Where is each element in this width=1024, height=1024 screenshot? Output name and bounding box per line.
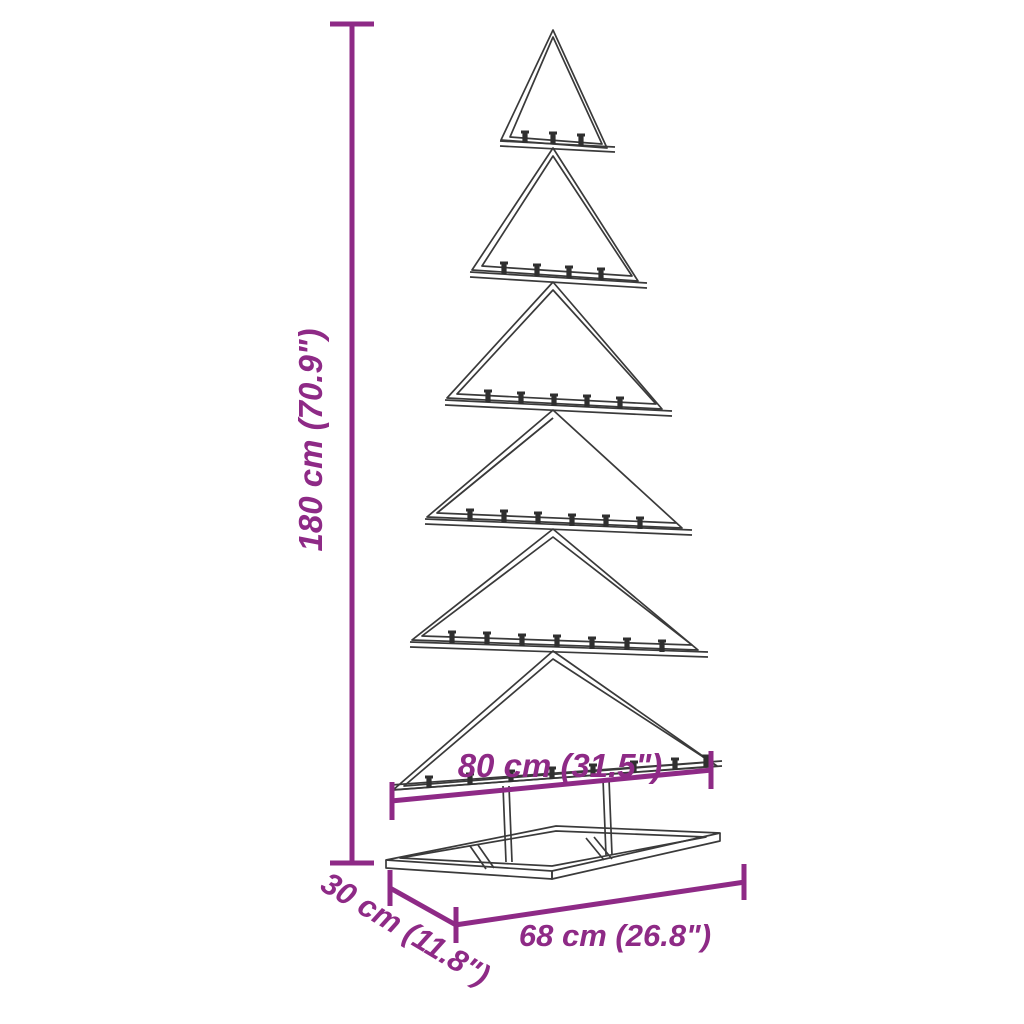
tree-tier-3 [444,281,673,417]
dimension-label-height: 180 cm (70.9") [292,329,329,552]
tree-support-posts [502,778,613,863]
dimension-label-base-depth: 30 cm (11.8") [315,865,496,993]
dimension-label-base-width: 68 cm (26.8") [519,918,711,953]
tree-tier-1 [499,29,616,153]
base-plate [385,825,721,880]
tree-hook-pegs [425,130,710,788]
dimension-lines [330,21,747,943]
dimension-label-tree-width: 80 cm (31.5") [458,747,663,784]
dimension-line-base-depth [387,870,458,928]
tree-tier-6 [390,650,723,791]
dimension-line-tree-width [389,751,714,820]
tree-tier-2 [469,147,648,289]
dimension-line-height [330,21,374,866]
tree-tier-4 [424,409,693,536]
tree-frame [390,29,723,791]
